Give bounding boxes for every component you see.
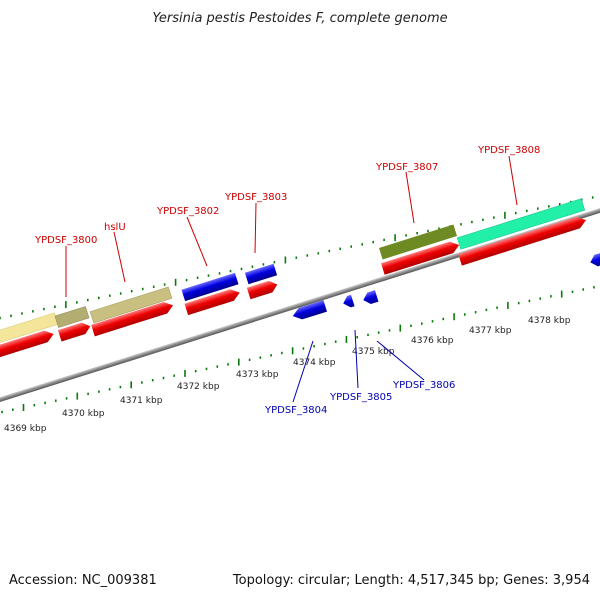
gene-label-YPDSF_3807[interactable]: YPDSF_3807 bbox=[375, 162, 438, 173]
cog-block-blue-1[interactable] bbox=[181, 272, 239, 302]
genome-summary-text: Topology: circular; Length: 4,517,345 bp… bbox=[232, 573, 590, 588]
backbone bbox=[0, 200, 600, 410]
kbp-label: 4372 kbp bbox=[177, 382, 220, 392]
gene-label-YPDSF_3806[interactable]: YPDSF_3806 bbox=[392, 380, 455, 391]
leader-line bbox=[508, 155, 518, 206]
gene-label-hslU[interactable]: hslU bbox=[104, 222, 126, 233]
forward-cds-hslU[interactable] bbox=[91, 300, 175, 337]
forward-cds-YPDSF_3807[interactable] bbox=[381, 239, 461, 275]
forward-cds-YPDSF_3802[interactable] bbox=[184, 287, 241, 316]
gene-label-YPDSF_3808[interactable]: YPDSF_3808 bbox=[477, 145, 540, 156]
gene-label-YPDSF_3804[interactable]: YPDSF_3804 bbox=[264, 405, 327, 416]
leader-line bbox=[354, 329, 359, 389]
cog-block-mint[interactable] bbox=[456, 198, 586, 250]
reverse-cds-YPDSF_3806[interactable] bbox=[362, 290, 379, 306]
reverse-cds-track bbox=[291, 251, 600, 322]
cog-block-dark-olive[interactable] bbox=[379, 224, 457, 260]
cog-track-forward bbox=[0, 198, 586, 348]
leader-line bbox=[405, 171, 415, 224]
cog-block-khaki[interactable] bbox=[89, 286, 173, 324]
kbp-label: 4378 kbp bbox=[528, 316, 571, 326]
forward-scale-ticks bbox=[0, 196, 594, 320]
leader-line bbox=[254, 202, 257, 254]
kbp-label: 4369 kbp bbox=[4, 424, 47, 434]
gene-labels-reverse: YPDSF_3804 YPDSF_3805 YPDSF_3806 bbox=[264, 329, 455, 416]
reverse-cds-edge[interactable] bbox=[589, 251, 600, 268]
reverse-cds-YPDSF_3805[interactable] bbox=[341, 294, 355, 309]
forward-cds-1[interactable] bbox=[0, 328, 55, 358]
forward-cds-YPDSF_3803[interactable] bbox=[246, 279, 279, 300]
kbp-label: 4375 kbp bbox=[352, 347, 395, 357]
leader-line bbox=[376, 340, 425, 381]
gene-labels-forward: YPDSF_3800 hslU YPDSF_3802 YPDSF_3803 YP… bbox=[34, 145, 540, 297]
kbp-label: 4370 kbp bbox=[62, 409, 105, 419]
gene-label-YPDSF_3800[interactable]: YPDSF_3800 bbox=[34, 235, 97, 246]
kbp-label: 4376 kbp bbox=[411, 336, 454, 346]
kbp-label: 4374 kbp bbox=[293, 358, 336, 368]
kbp-label: 4377 kbp bbox=[469, 326, 512, 336]
cog-block-olive[interactable] bbox=[54, 306, 90, 328]
leader-line bbox=[113, 231, 126, 283]
cog-block-blue-2[interactable] bbox=[244, 263, 278, 285]
leader-line bbox=[292, 340, 314, 403]
accession-text: Accession: NC_009381 bbox=[9, 573, 157, 588]
reverse-cds-YPDSF_3804[interactable] bbox=[291, 300, 328, 322]
kbp-labels: 4369 kbp 4370 kbp 4371 kbp 4372 kbp 4373… bbox=[4, 316, 571, 434]
gene-label-YPDSF_3805[interactable]: YPDSF_3805 bbox=[329, 392, 392, 403]
reverse-scale-ticks bbox=[1, 286, 595, 414]
forward-cds-track bbox=[0, 214, 587, 358]
gene-label-YPDSF_3802[interactable]: YPDSF_3802 bbox=[156, 206, 219, 217]
leader-line bbox=[186, 216, 208, 267]
forward-cds-YPDSF_3808[interactable] bbox=[458, 214, 587, 266]
kbp-label: 4373 kbp bbox=[236, 370, 279, 380]
kbp-label: 4371 kbp bbox=[120, 396, 163, 406]
map-title: Yersinia pestis Pestoides F, complete ge… bbox=[152, 11, 447, 26]
gene-label-YPDSF_3803[interactable]: YPDSF_3803 bbox=[224, 192, 287, 203]
forward-cds-2[interactable] bbox=[57, 320, 92, 342]
